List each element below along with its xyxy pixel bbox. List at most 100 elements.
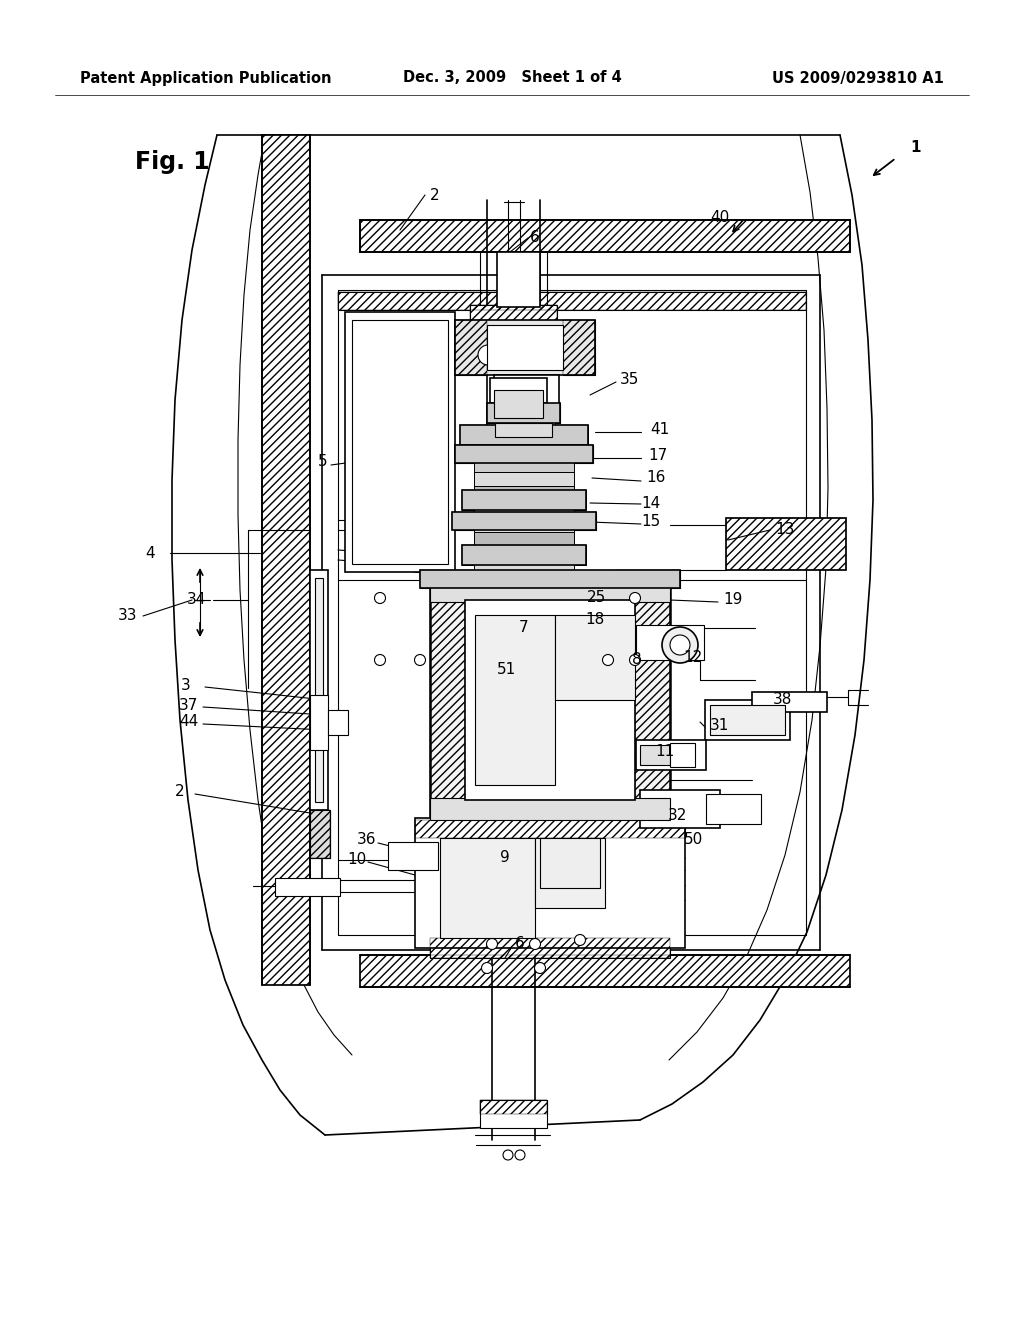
Bar bbox=[615, 570, 680, 587]
Text: 9: 9 bbox=[500, 850, 510, 866]
Bar bbox=[315, 578, 323, 803]
Circle shape bbox=[486, 939, 498, 949]
Circle shape bbox=[630, 655, 640, 665]
Bar bbox=[556, 545, 586, 565]
Bar bbox=[555, 615, 635, 700]
Circle shape bbox=[528, 343, 552, 367]
Bar bbox=[430, 939, 670, 958]
Text: 19: 19 bbox=[723, 593, 742, 607]
Bar bbox=[310, 696, 328, 750]
Text: 6: 6 bbox=[530, 231, 540, 246]
Text: 17: 17 bbox=[648, 449, 668, 463]
Bar bbox=[474, 564, 574, 578]
Circle shape bbox=[515, 1150, 525, 1160]
Bar bbox=[556, 490, 586, 510]
Circle shape bbox=[529, 939, 541, 949]
Text: 12: 12 bbox=[683, 651, 702, 665]
Circle shape bbox=[574, 935, 586, 945]
Circle shape bbox=[503, 1150, 513, 1160]
Bar bbox=[455, 319, 595, 375]
Bar bbox=[494, 389, 543, 418]
Bar bbox=[556, 425, 588, 445]
Bar bbox=[360, 954, 850, 987]
Bar bbox=[474, 550, 574, 564]
Bar bbox=[540, 838, 600, 888]
Bar bbox=[480, 1100, 547, 1114]
Text: 15: 15 bbox=[641, 515, 660, 529]
Text: 41: 41 bbox=[650, 422, 670, 437]
Bar bbox=[420, 570, 680, 587]
Bar bbox=[462, 490, 492, 510]
Bar bbox=[474, 532, 574, 550]
Text: 31: 31 bbox=[710, 718, 729, 734]
Bar bbox=[640, 789, 720, 828]
Bar bbox=[338, 292, 806, 310]
Bar bbox=[465, 601, 635, 800]
Circle shape bbox=[415, 655, 426, 665]
Bar bbox=[706, 795, 761, 824]
Text: 34: 34 bbox=[187, 593, 207, 607]
Circle shape bbox=[478, 345, 498, 366]
Text: 14: 14 bbox=[641, 495, 660, 511]
Bar bbox=[561, 512, 596, 531]
Circle shape bbox=[630, 593, 640, 603]
Bar bbox=[487, 403, 560, 422]
Bar bbox=[487, 325, 563, 370]
Bar bbox=[640, 744, 670, 766]
Bar bbox=[455, 445, 489, 463]
Bar bbox=[474, 504, 574, 517]
Text: 10: 10 bbox=[347, 853, 367, 867]
Text: 13: 13 bbox=[775, 523, 795, 537]
Bar bbox=[480, 1100, 547, 1114]
Bar bbox=[635, 579, 670, 820]
Circle shape bbox=[375, 593, 385, 603]
Bar bbox=[474, 444, 574, 458]
Text: 8: 8 bbox=[632, 652, 642, 668]
Bar bbox=[535, 838, 605, 908]
Text: 16: 16 bbox=[646, 470, 666, 486]
Bar bbox=[360, 220, 850, 252]
Text: 36: 36 bbox=[357, 833, 377, 847]
Bar bbox=[460, 425, 588, 445]
Circle shape bbox=[497, 326, 529, 358]
Text: 2: 2 bbox=[175, 784, 184, 800]
Bar bbox=[420, 570, 485, 587]
Text: 33: 33 bbox=[118, 609, 137, 623]
Bar bbox=[455, 445, 489, 463]
Bar bbox=[726, 517, 846, 570]
Text: Dec. 3, 2009   Sheet 1 of 4: Dec. 3, 2009 Sheet 1 of 4 bbox=[402, 70, 622, 86]
Bar bbox=[498, 405, 555, 430]
Bar bbox=[670, 743, 695, 767]
Bar bbox=[561, 512, 596, 531]
Bar bbox=[474, 430, 574, 444]
Bar bbox=[345, 312, 455, 572]
Bar bbox=[752, 692, 827, 711]
Bar bbox=[430, 579, 670, 820]
Text: 38: 38 bbox=[773, 693, 793, 708]
Bar bbox=[460, 425, 492, 445]
Circle shape bbox=[670, 635, 690, 655]
Bar bbox=[710, 705, 785, 735]
Bar bbox=[556, 490, 586, 510]
Bar bbox=[636, 624, 705, 660]
Bar bbox=[480, 1100, 547, 1129]
Bar bbox=[452, 512, 596, 531]
Bar bbox=[462, 545, 492, 565]
Bar bbox=[462, 490, 586, 510]
Bar bbox=[460, 425, 492, 445]
Bar bbox=[275, 878, 340, 896]
Text: 7: 7 bbox=[519, 620, 528, 635]
Bar bbox=[474, 486, 574, 504]
Bar bbox=[452, 512, 487, 531]
Bar bbox=[474, 458, 574, 473]
Bar bbox=[430, 579, 465, 820]
Bar bbox=[556, 545, 586, 565]
Bar bbox=[310, 810, 330, 858]
Bar bbox=[430, 799, 670, 820]
Bar bbox=[542, 403, 560, 422]
Bar bbox=[328, 710, 348, 735]
Bar bbox=[352, 319, 449, 564]
Bar bbox=[452, 512, 487, 531]
Bar bbox=[415, 820, 685, 838]
Text: 40: 40 bbox=[710, 210, 729, 226]
